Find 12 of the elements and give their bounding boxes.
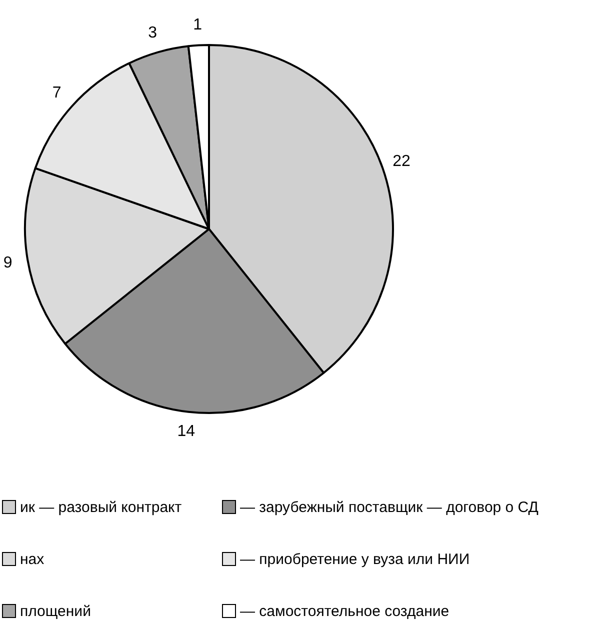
data-label: 14 xyxy=(177,423,196,440)
data-label: 9 xyxy=(3,254,12,272)
legend-label: нах xyxy=(20,550,44,568)
data-label: 1 xyxy=(193,16,202,34)
legend-label: площений xyxy=(20,602,91,620)
data-label: 22 xyxy=(392,153,411,170)
legend-label: — приобретение у вуза или НИИ xyxy=(240,550,470,568)
legend-label: ик — разовый контракт xyxy=(20,498,182,516)
legend-label: — зарубежный поставщик — договор о СД xyxy=(240,498,538,516)
data-label: 7 xyxy=(52,84,62,102)
legend-label: — самостоятельное создание xyxy=(240,602,450,620)
data-label: 3 xyxy=(148,24,158,42)
